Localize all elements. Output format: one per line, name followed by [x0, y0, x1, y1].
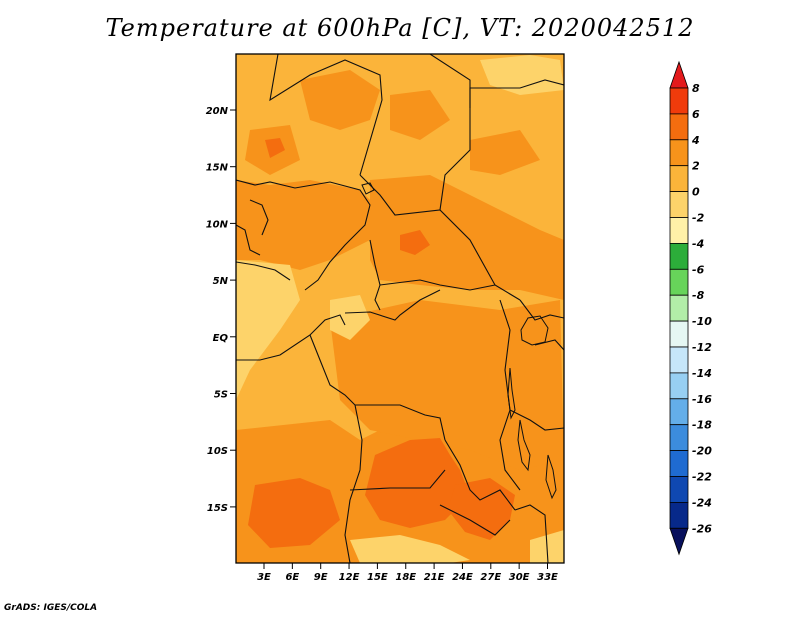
lon-tick-label: 9E: [314, 572, 328, 583]
colorbar-swatch: [669, 501, 689, 529]
lat-tick-label: 10N: [206, 219, 229, 230]
lat-tick-label: 15S: [207, 503, 228, 514]
colorbar-label: -8: [692, 289, 705, 302]
colorbar-label: -6: [692, 263, 705, 276]
cool-patches: [236, 55, 564, 563]
colorbar-label: -2: [692, 212, 705, 225]
lon-tick-label: 18E: [395, 572, 416, 583]
colorbar-swatch: [669, 424, 689, 452]
colorbar-label: -26: [692, 522, 712, 535]
colorbar-label: -10: [692, 315, 712, 328]
colorbar-swatch: [669, 450, 689, 477]
colorbar-swatch: [669, 346, 689, 374]
colorbar-label: 6: [692, 108, 700, 121]
colorbar-top-arrow: [669, 60, 689, 89]
colorbar-swatch: [669, 268, 689, 296]
colorbar-swatch: [669, 372, 689, 400]
map-title: Temperature at 600hPa [C], VT: 202004251…: [105, 14, 695, 42]
colorbar-label: -4: [692, 237, 704, 250]
lat-tick-label: 10S: [207, 446, 228, 457]
country-borders: [236, 54, 564, 563]
latitude-axis: 20N 15N 10N 5N EQ 5S 10S 15S: [206, 106, 236, 514]
colorbar-swatch: [669, 217, 689, 244]
lat-tick-label: 15N: [206, 163, 229, 174]
colorbar-swatch: [669, 242, 689, 270]
lon-tick-label: 33E: [537, 572, 558, 583]
colorbar-label: -18: [692, 419, 712, 432]
colorbar-label: -22: [692, 471, 712, 484]
colorbar-swatch: [669, 320, 689, 348]
colorbar-label: -20: [692, 445, 712, 458]
colorbar-swatch: [669, 294, 689, 322]
colorbar-label: 2: [692, 160, 700, 173]
lake-outlines: [361, 182, 557, 500]
temperature-field: [236, 54, 564, 563]
colorbar-label: 4: [691, 134, 700, 147]
colorbar-label: -14: [692, 367, 712, 380]
lat-tick-label: 20N: [206, 106, 229, 117]
grads-credit: GrADS: IGES/COLA: [4, 603, 98, 613]
colorbar-label: -24: [692, 496, 712, 509]
colorbar-label: 0: [692, 186, 700, 199]
lat-tick-label: EQ: [213, 333, 229, 344]
lon-tick-label: 30E: [509, 572, 530, 583]
colorbar-swatch: [669, 87, 689, 115]
longitude-axis: 3E 6E 9E 12E 15E 18E 21E 24E 27E 30E 33E: [257, 563, 558, 583]
colorbar-swatch: [669, 191, 689, 218]
colorbar: 8 6 4 2 0 -2 -4 -6 -8 -10 -12 -14 -16 -18 -20 -22 -24 -26: [669, 60, 712, 556]
colorbar-swatch: [669, 113, 689, 141]
colorbar-swatch: [669, 165, 689, 192]
map-frame: [235, 53, 565, 564]
colorbar-label: -16: [692, 393, 712, 406]
colorbar-label: 8: [692, 82, 700, 95]
lon-tick-label: 27E: [480, 572, 501, 583]
lon-tick-label: 6E: [285, 572, 299, 583]
lat-tick-label: 5S: [214, 390, 228, 401]
colorbar-swatch: [669, 476, 689, 503]
lon-tick-label: 3E: [257, 572, 271, 583]
lon-tick-label: 12E: [339, 572, 360, 583]
lon-tick-label: 15E: [367, 572, 388, 583]
colorbar-swatch: [669, 398, 689, 426]
hot-patches: [248, 138, 515, 548]
colorbar-bottom-arrow: [669, 527, 689, 556]
colorbar-swatch: [669, 139, 689, 167]
lon-tick-label: 24E: [452, 572, 473, 583]
lon-tick-label: 21E: [424, 572, 445, 583]
colorbar-label: -12: [692, 341, 712, 354]
lat-tick-label: 5N: [213, 276, 229, 287]
